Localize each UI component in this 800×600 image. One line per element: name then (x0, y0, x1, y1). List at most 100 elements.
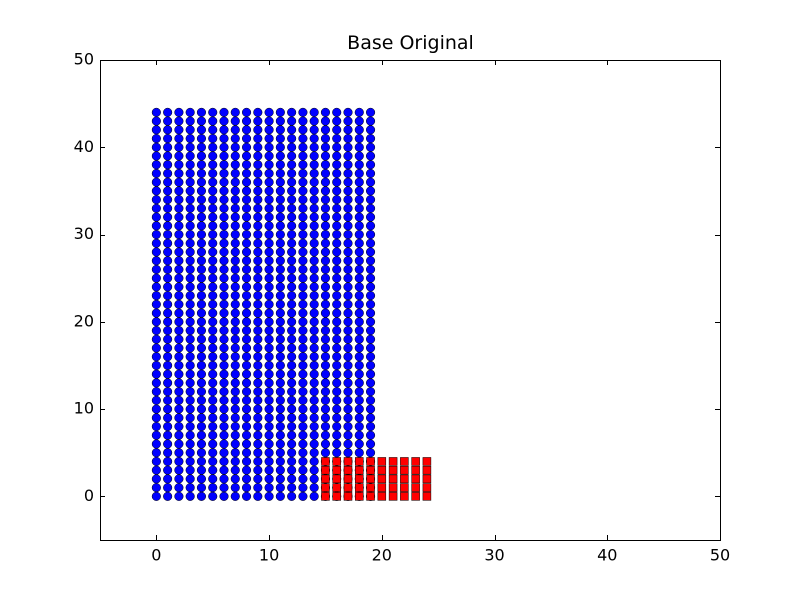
data-point-circle (163, 474, 173, 484)
data-point-circle (298, 308, 308, 318)
data-point-circle (287, 491, 297, 501)
data-point-circle (163, 168, 173, 179)
data-point-circle (219, 203, 229, 213)
data-point-circle (365, 221, 376, 231)
data-point-circle (287, 273, 297, 283)
data-point-circle (275, 343, 285, 353)
data-point-circle (354, 325, 364, 336)
data-point-circle (264, 186, 274, 196)
data-point-circle (287, 483, 297, 493)
data-point-circle (298, 413, 308, 423)
data-point-circle (174, 299, 184, 309)
data-point-circle (185, 195, 195, 205)
data-point-square (332, 492, 341, 501)
data-point-circle (241, 448, 252, 458)
data-point-square (377, 483, 387, 492)
data-point-circle (354, 291, 364, 301)
x-tick-label: 0 (151, 546, 161, 565)
data-point-circle (151, 238, 161, 248)
data-point-circle (208, 107, 218, 117)
data-point-circle (332, 369, 342, 379)
data-point-circle (241, 352, 252, 362)
data-point-circle (230, 430, 240, 440)
data-point-circle (264, 247, 274, 257)
data-point-circle (332, 238, 342, 248)
data-point-circle (354, 238, 364, 248)
data-point-circle (185, 291, 195, 301)
data-point-circle (365, 151, 376, 161)
data-point-circle (343, 395, 353, 405)
y-tick-label: 20 (74, 311, 94, 330)
data-point-circle (163, 264, 173, 275)
data-point-circle (275, 247, 285, 257)
data-point-circle (185, 404, 195, 414)
data-point-circle (264, 421, 274, 432)
data-point-square (411, 457, 420, 466)
data-point-circle (253, 151, 263, 161)
data-point-circle (264, 142, 274, 152)
data-point-circle (253, 369, 263, 379)
data-point-circle (241, 395, 252, 405)
data-point-circle (230, 177, 240, 187)
data-point-circle (174, 116, 184, 126)
data-point-circle (320, 439, 331, 449)
data-point-circle (219, 308, 229, 318)
data-point-circle (309, 430, 319, 440)
data-point-circle (151, 142, 161, 152)
data-point-circle (275, 212, 285, 222)
data-point-circle (151, 186, 161, 196)
data-point-square (355, 474, 364, 484)
data-point-circle (230, 107, 240, 117)
data-point-circle (253, 317, 263, 327)
data-point-circle (219, 317, 229, 327)
data-point-circle (332, 256, 342, 266)
data-point-circle (151, 273, 161, 283)
data-point-circle (309, 282, 319, 292)
data-point-circle (163, 160, 173, 170)
data-point-circle (219, 491, 229, 501)
data-point-circle (253, 387, 263, 397)
data-point-circle (219, 404, 229, 414)
data-point-circle (230, 334, 240, 344)
data-point-circle (298, 491, 308, 501)
data-point-circle (174, 413, 184, 423)
data-point-circle (332, 413, 342, 423)
data-point-circle (163, 448, 173, 458)
data-point-circle (196, 160, 207, 170)
data-point-circle (287, 212, 297, 222)
data-point-circle (163, 360, 173, 371)
data-point-circle (241, 116, 252, 126)
data-point-circle (174, 439, 184, 449)
data-point-circle (174, 177, 184, 187)
data-point-circle (208, 264, 218, 275)
data-point-circle (151, 483, 161, 493)
data-point-circle (174, 334, 184, 344)
data-point-circle (264, 474, 274, 484)
data-point-circle (343, 273, 353, 283)
data-point-circle (196, 395, 207, 405)
data-point-circle (253, 360, 263, 371)
data-point-circle (196, 247, 207, 257)
data-point-circle (287, 360, 297, 371)
data-point-circle (332, 125, 342, 135)
data-point-circle (354, 160, 364, 170)
data-point-circle (275, 238, 285, 248)
data-point-circle (230, 369, 240, 379)
data-point-circle (343, 448, 353, 458)
data-point-square (377, 474, 387, 484)
data-point-circle (354, 317, 364, 327)
data-point-circle (219, 483, 229, 493)
data-point-circle (230, 203, 240, 213)
data-point-square (400, 492, 409, 501)
data-point-circle (320, 273, 331, 283)
data-point-circle (174, 256, 184, 266)
data-point-circle (208, 483, 218, 493)
data-point-circle (309, 221, 319, 231)
data-point-circle (275, 474, 285, 484)
data-point-circle (320, 125, 331, 135)
data-point-circle (230, 160, 240, 170)
data-point-circle (174, 168, 184, 179)
data-point-circle (230, 221, 240, 231)
data-point-circle (287, 229, 297, 240)
data-point-circle (196, 142, 207, 152)
